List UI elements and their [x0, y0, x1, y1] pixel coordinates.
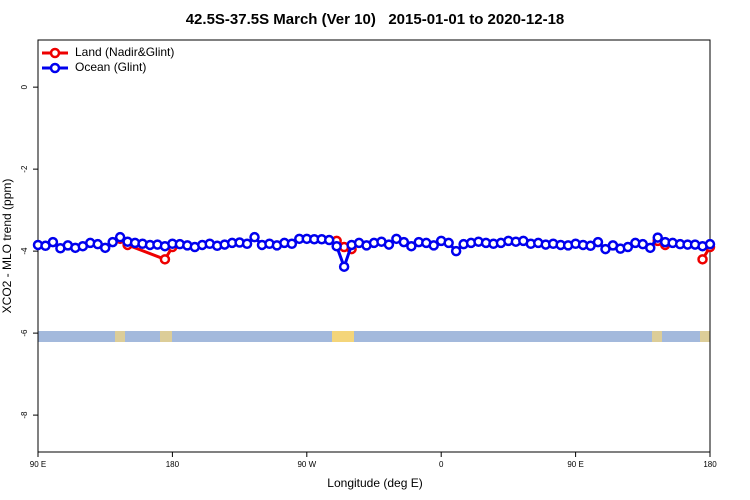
- data-point: [286, 238, 298, 249]
- y-tick-label: 0: [20, 84, 29, 89]
- land-sea-band: [38, 331, 710, 342]
- data-point: [383, 239, 395, 250]
- data-point: [622, 241, 634, 253]
- data-point: [428, 240, 439, 251]
- data-point: [450, 245, 462, 257]
- chart-title: 42.5S-37.5S March (Ver 10) 2015-01-01 to…: [186, 11, 565, 28]
- data-point: [114, 231, 126, 243]
- data-point: [443, 237, 454, 249]
- x-axis-label: Longitude (deg E): [327, 476, 422, 490]
- data-point: [47, 236, 59, 248]
- data-point: [406, 240, 417, 252]
- data-point: [99, 242, 111, 254]
- legend-marker: [49, 47, 61, 59]
- legend-marker: [49, 62, 61, 74]
- data-point: [107, 236, 118, 248]
- data-point: [652, 232, 663, 243]
- x-tick-label: 180: [703, 460, 717, 469]
- land-patch: [332, 331, 354, 342]
- y-axis-label: XCO2 - MLO trend (ppm): [0, 179, 14, 314]
- data-point: [241, 238, 253, 249]
- data-point: [323, 234, 335, 246]
- x-tick-label: 90 E: [567, 460, 583, 469]
- y-tick-label: -2: [20, 165, 29, 173]
- data-point: [645, 242, 656, 254]
- land-patch: [160, 331, 172, 342]
- y-tick-label: -6: [20, 329, 29, 337]
- land-patch: [700, 331, 710, 342]
- land-patch: [652, 331, 662, 342]
- x-tick-label: 90 W: [297, 460, 316, 469]
- x-tick-label: 180: [166, 460, 180, 469]
- legend-label: Land (Nadir&Glint): [75, 45, 174, 59]
- data-point: [697, 254, 708, 265]
- y-tick-label: -8: [20, 411, 29, 419]
- data-point: [249, 231, 260, 243]
- data-point: [592, 236, 604, 248]
- y-tick-label: -4: [20, 247, 29, 255]
- x-tick-label: 0: [439, 460, 444, 469]
- data-point: [338, 261, 350, 272]
- data-point: [331, 240, 342, 252]
- data-point: [159, 254, 171, 265]
- land-patch: [115, 331, 125, 342]
- x-tick-label: 90 E: [30, 460, 46, 469]
- legend-label: Ocean (Glint): [75, 60, 146, 74]
- data-point: [704, 238, 716, 250]
- data-point: [398, 236, 410, 248]
